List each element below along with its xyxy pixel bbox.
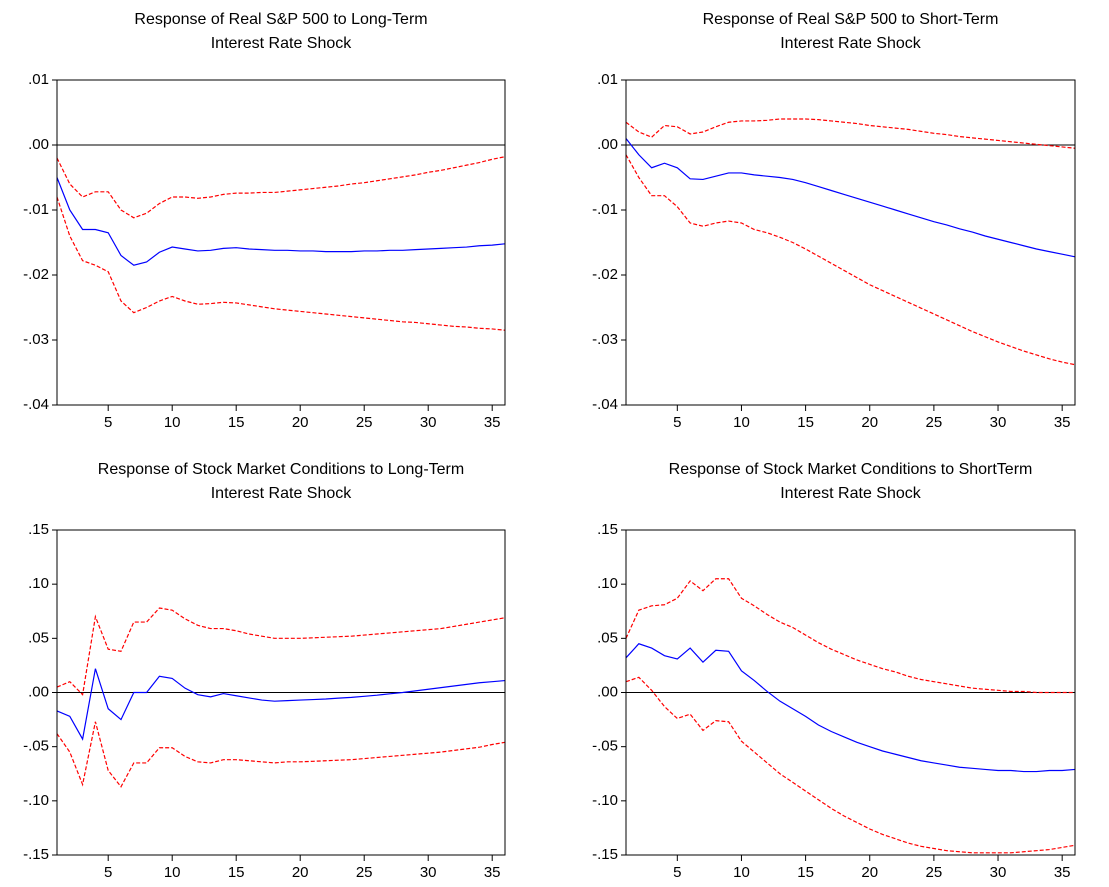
plot-frame xyxy=(56,79,506,406)
y-tick-label: .00 xyxy=(597,136,618,153)
y-tick-label: .00 xyxy=(28,136,49,153)
x-tick-label: 25 xyxy=(356,414,373,431)
x-tick-label: 15 xyxy=(228,864,245,881)
y-tick-label: .00 xyxy=(28,683,49,700)
x-tick-label: 15 xyxy=(797,414,814,431)
y-tick-label: -.10 xyxy=(592,792,618,809)
x-tick-label: 35 xyxy=(1054,864,1071,881)
chart-title: Interest Rate Shock xyxy=(780,485,922,502)
y-tick-label: -.15 xyxy=(23,846,49,863)
y-tick-label: .00 xyxy=(597,683,618,700)
x-tick-label: 15 xyxy=(228,414,245,431)
series-line xyxy=(56,156,506,219)
series-line xyxy=(625,578,1075,694)
y-tick-label: -.02 xyxy=(592,266,618,283)
chart-title: Response of Real S&P 500 to Long-Term xyxy=(134,11,427,28)
y-tick-label: .05 xyxy=(597,629,618,646)
x-tick-label: 35 xyxy=(484,414,501,431)
y-tick-label: .05 xyxy=(28,629,49,646)
x-tick-label: 10 xyxy=(733,414,750,431)
x-tick-label: 25 xyxy=(356,864,373,881)
series-line xyxy=(625,154,1076,366)
x-tick-label: 10 xyxy=(733,864,750,881)
x-tick-label: 20 xyxy=(292,864,309,881)
series-line xyxy=(625,676,1076,854)
y-tick-label: .01 xyxy=(28,71,49,88)
series-line xyxy=(56,177,506,266)
chart-title: Response of Real S&P 500 to Short-Term xyxy=(703,11,999,28)
x-tick-label: 10 xyxy=(164,864,181,881)
chart-title: Response of Stock Market Conditions to S… xyxy=(669,461,1033,478)
y-tick-label: .10 xyxy=(28,575,49,592)
x-tick-label: 15 xyxy=(797,864,814,881)
series-line xyxy=(625,643,1076,773)
x-tick-label: 30 xyxy=(990,864,1007,881)
chart-title: Interest Rate Shock xyxy=(780,35,922,52)
series-line xyxy=(56,668,506,741)
y-tick-label: -.04 xyxy=(592,396,618,413)
x-tick-label: 25 xyxy=(926,864,943,881)
plot-frame xyxy=(625,529,1076,856)
x-tick-label: 5 xyxy=(104,864,112,881)
y-tick-label: -.01 xyxy=(23,201,49,218)
y-tick-label: -.05 xyxy=(23,738,49,755)
plot-frame xyxy=(56,529,506,856)
x-tick-label: 5 xyxy=(673,414,681,431)
chart-title: Interest Rate Shock xyxy=(211,35,353,52)
series-line xyxy=(625,118,1076,149)
y-tick-label: -.03 xyxy=(23,331,49,348)
x-tick-label: 20 xyxy=(861,864,878,881)
y-tick-label: -.02 xyxy=(23,266,49,283)
series-line xyxy=(56,721,506,788)
chart-title: Interest Rate Shock xyxy=(211,485,353,502)
y-tick-label: .10 xyxy=(597,575,618,592)
x-tick-label: 30 xyxy=(420,864,437,881)
x-tick-label: 5 xyxy=(104,414,112,431)
y-tick-label: .01 xyxy=(597,71,618,88)
x-tick-label: 35 xyxy=(1054,414,1071,431)
x-tick-label: 25 xyxy=(926,414,943,431)
x-tick-label: 20 xyxy=(292,414,309,431)
y-tick-label: -.01 xyxy=(592,201,618,218)
x-tick-label: 30 xyxy=(990,414,1007,431)
plot-frame xyxy=(625,79,1076,406)
y-tick-label: .15 xyxy=(597,521,618,538)
x-tick-label: 35 xyxy=(484,864,501,881)
y-tick-label: -.04 xyxy=(23,396,49,413)
series-line xyxy=(625,138,1076,258)
y-tick-label: -.10 xyxy=(23,792,49,809)
x-tick-label: 10 xyxy=(164,414,181,431)
y-tick-label: -.03 xyxy=(592,331,618,348)
chart-title: Response of Stock Market Conditions to L… xyxy=(98,461,464,478)
y-tick-label: -.15 xyxy=(592,846,618,863)
y-tick-label: .15 xyxy=(28,521,49,538)
x-tick-label: 30 xyxy=(420,414,437,431)
y-tick-label: -.05 xyxy=(592,738,618,755)
x-tick-label: 5 xyxy=(673,864,681,881)
x-tick-label: 20 xyxy=(861,414,878,431)
series-line xyxy=(56,196,506,331)
series-line xyxy=(56,607,506,696)
